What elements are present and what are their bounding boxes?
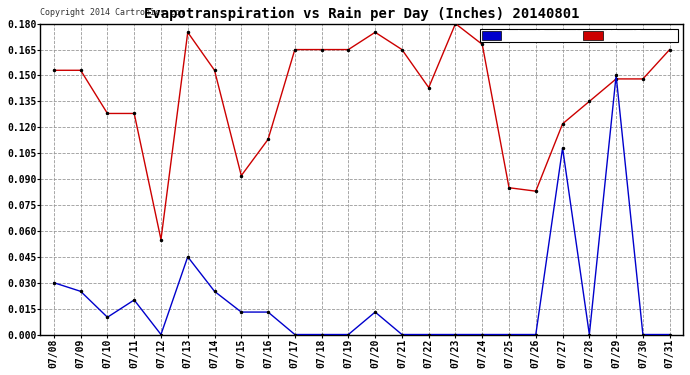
Title: Evapotranspiration vs Rain per Day (Inches) 20140801: Evapotranspiration vs Rain per Day (Inch… <box>144 7 580 21</box>
Text: Copyright 2014 Cartronics.com: Copyright 2014 Cartronics.com <box>41 9 186 18</box>
Legend: Rain (Inches), ET  (Inches): Rain (Inches), ET (Inches) <box>480 28 678 42</box>
